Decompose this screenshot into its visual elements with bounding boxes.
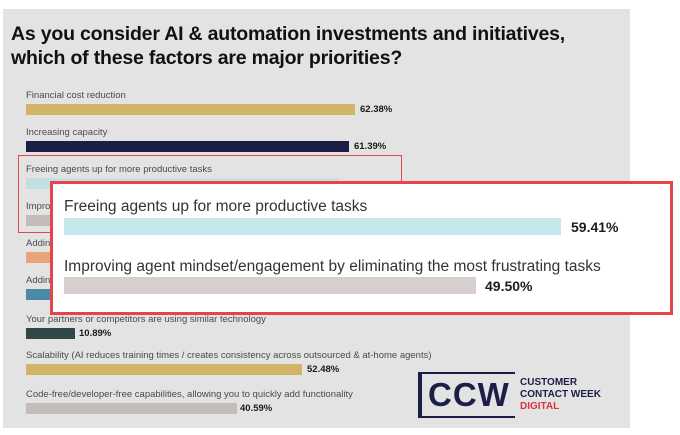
callout-value-1: 59.41% [571,219,619,235]
bar-row: Code-free/developer-free capabilities, a… [26,389,353,414]
bar-label: Freeing agents up for more productive ta… [26,164,212,175]
bar [26,104,355,115]
logo-line-3: DIGITAL [520,401,560,412]
bar-label: Addin [26,275,51,286]
logo-frame [418,372,515,418]
logo-mark: CCW [428,376,510,413]
callout-label-1: Freeing agents up for more productive ta… [64,198,368,215]
bar-label: Financial cost reduction [26,90,126,101]
bar-row: Addin [26,238,226,263]
bar-row: Scalability (AI reduces training times /… [26,350,432,375]
bar-value: 62.38% [360,104,393,115]
callout-value-2: 49.50% [485,278,533,294]
bar [26,364,302,375]
bar-label: Code-free/developer-free capabilities, a… [26,389,353,400]
bar-value: 40.59% [240,403,273,414]
bar [26,328,75,339]
bar-label: Addin [26,238,51,249]
bar-value: 61.39% [354,141,387,152]
bar-label: Scalability (AI reduces training times /… [26,350,432,361]
logo-line-1: CUSTOMER [520,377,578,388]
zoom-callout: Freeing agents up for more productive ta… [50,181,673,315]
bar-row: Addin [26,275,226,300]
chart-title: As you consider AI & automation investme… [11,22,611,70]
bar-row: Financial cost reduction 62.38% [26,90,392,115]
logo-wordmark: CUSTOMER CONTACT WEEK DIGITAL [520,377,601,413]
bar-row: Your partners or competitors are using s… [26,314,266,339]
bar-row: Increasing capacity 61.39% [26,127,386,152]
title-line-2: which of these factors are major priorit… [11,47,403,69]
callout-bar-1 [64,218,561,235]
bar-value: 52.48% [307,364,340,375]
bar [26,403,237,414]
callout-label-2: Improving agent mindset/engagement by el… [64,258,601,275]
callout-bar-2 [64,277,476,294]
bar-label: Your partners or competitors are using s… [26,314,266,325]
bar [26,141,349,152]
logo-line-2: CONTACT WEEK [520,389,601,400]
title-line-1: As you consider AI & automation investme… [11,23,565,45]
bar-value: 10.89% [79,328,112,339]
bar-label: Increasing capacity [26,127,108,138]
bar-label: Impro [26,201,51,212]
ccw-logo: CCW CUSTOMER CONTACT WEEK DIGITAL [418,372,618,418]
